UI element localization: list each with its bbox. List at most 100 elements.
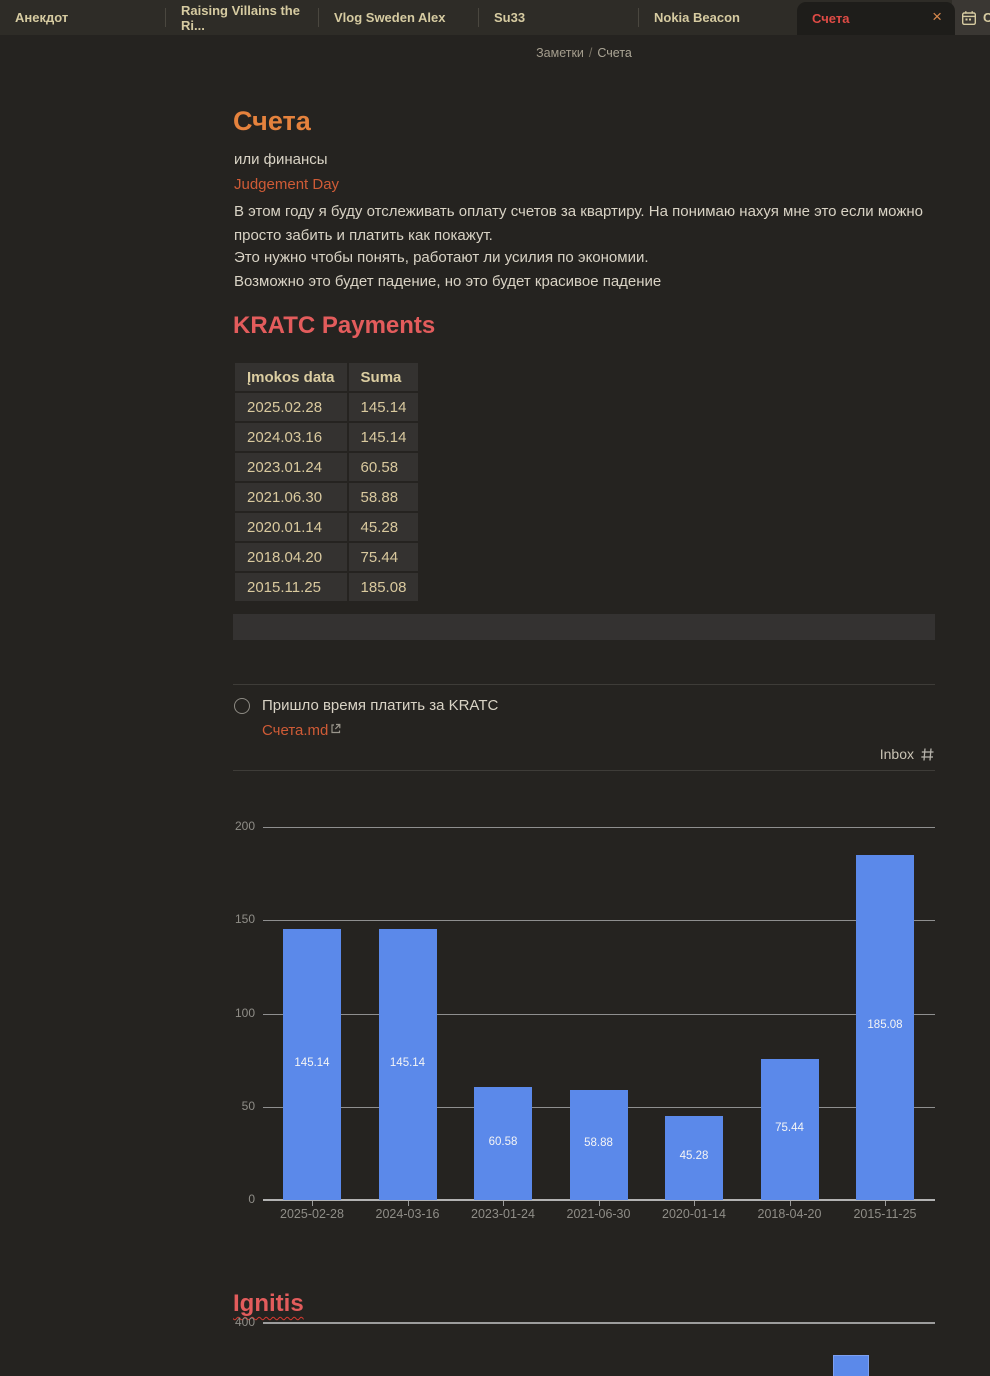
- table-row: 2021.06.30 58.88: [235, 483, 419, 511]
- x-tick-label: 2015-11-25: [853, 1207, 917, 1221]
- task-checkbox[interactable]: [234, 698, 250, 714]
- tab-label: Su33: [494, 10, 526, 25]
- tab-vlog-sweden[interactable]: Vlog Sweden Alex: [319, 0, 478, 35]
- table-cell: 2015.11.25: [235, 573, 347, 601]
- gridline: [263, 827, 935, 828]
- x-tick-label: 2024-03-16: [375, 1207, 440, 1221]
- tab-nokia-beacon[interactable]: Nokia Beacon: [639, 0, 797, 35]
- x-axis-tick: [694, 1201, 695, 1206]
- table-header-row: Įmokos data Suma: [235, 363, 419, 391]
- close-icon[interactable]: ×: [932, 7, 942, 26]
- collapsed-embed-block[interactable]: [233, 614, 935, 640]
- gridline: [263, 920, 935, 922]
- tab-daily-note-partial[interactable]: С: [955, 0, 990, 35]
- table-cell: 75.44: [348, 543, 419, 571]
- tab-scheta-active[interactable]: Счета ×: [797, 2, 955, 35]
- breadcrumb: Заметки / Счета: [233, 46, 935, 60]
- gridline: [263, 1199, 935, 1201]
- tab-label: Анекдот: [15, 10, 69, 25]
- y-tick-label: 400: [234, 1315, 255, 1329]
- table-cell: 60.58: [348, 453, 419, 481]
- gridline: [263, 1013, 935, 1015]
- x-tick-label: 2025-02-28: [280, 1207, 344, 1221]
- x-tick-label: 2021-06-30: [566, 1207, 631, 1221]
- table-header-cell: Įmokos data: [235, 363, 347, 391]
- table-cell: 185.08: [348, 573, 419, 601]
- chart-bar: [760, 1059, 819, 1200]
- x-tick-label: 2023-01-24: [471, 1207, 535, 1221]
- tab-su33[interactable]: Su33: [479, 0, 638, 35]
- bar-value-label: 45.28: [679, 1149, 709, 1162]
- bar-value-label: 145.14: [294, 1056, 330, 1069]
- table-cell: 2020.01.14: [235, 513, 347, 541]
- chart-bar: [665, 1115, 723, 1200]
- x-axis-tick: [407, 1201, 409, 1206]
- ignitis-heading: Ignitis: [233, 1290, 304, 1317]
- table-cell: 2021.06.30: [235, 483, 347, 511]
- breadcrumb-parent[interactable]: Заметки: [536, 46, 584, 60]
- breadcrumb-current[interactable]: Счета: [597, 46, 632, 60]
- external-link-icon: [330, 721, 341, 738]
- breadcrumb-separator: /: [588, 46, 593, 60]
- bar-value-label: 75.44: [775, 1121, 804, 1134]
- tab-separator: [318, 8, 319, 27]
- chart-bar: [283, 929, 341, 1200]
- note-paragraph: В этом году я буду отслеживать оплату сч…: [234, 203, 923, 244]
- table-cell: 145.14: [348, 423, 419, 451]
- inbox-tag-label[interactable]: Inbox: [879, 746, 914, 762]
- divider: [233, 770, 935, 771]
- tab-bar: Анекдот Raising Villains the Ri... Vlog …: [0, 0, 990, 35]
- table-header-cell: Suma: [348, 363, 419, 391]
- tab-raising-villains[interactable]: Raising Villains the Ri...: [166, 0, 318, 35]
- table-row: 2015.11.25 185.08: [235, 573, 419, 601]
- chart-bar: [569, 1090, 628, 1200]
- table-cell: 45.28: [348, 513, 419, 541]
- y-tick-label: 150: [234, 912, 255, 927]
- table-body: 2025.02.28 145.14 2024.03.16 145.14 2023.01.…: [235, 393, 419, 601]
- inbox-tag-row: Inbox: [233, 746, 935, 762]
- tab-label: Vlog Sweden Alex: [334, 10, 446, 25]
- calendar-icon: [961, 10, 977, 26]
- x-axis-tick: [598, 1201, 600, 1206]
- bar-value-label: 60.58: [488, 1135, 518, 1148]
- table-cell: 58.88: [348, 483, 419, 511]
- judgement-day-link[interactable]: Judgement Day: [234, 176, 340, 193]
- page-title: Счета: [233, 106, 311, 136]
- bar-value-label: 145.14: [389, 1056, 426, 1069]
- table-cell: 2024.03.16: [235, 423, 347, 451]
- task-text: Пришло время платить за KRATC: [262, 697, 499, 714]
- tab-anekdot[interactable]: Анекдот: [0, 0, 165, 35]
- note-paragraph: Возможно это будет падение, но это будет…: [234, 273, 662, 290]
- table-cell: 2018.04.20: [235, 543, 347, 571]
- x-axis-tick: [312, 1201, 313, 1206]
- y-tick-label: 100: [234, 1005, 255, 1020]
- task-source-link[interactable]: Счета.md: [262, 721, 341, 739]
- y-tick-label: 200: [234, 819, 255, 833]
- table-row: 2020.01.14 45.28: [235, 513, 419, 541]
- table-row: 2024.03.16 145.14: [235, 423, 419, 451]
- hash-grid-icon: [920, 747, 935, 762]
- tab-label: Raising Villains the Ri...: [181, 2, 300, 33]
- y-tick-label: 50: [241, 1098, 255, 1113]
- gridline: [263, 1322, 935, 1324]
- x-tick-label: 2018-04-20: [757, 1207, 822, 1221]
- note-paragraph: Это нужно чтобы понять, работают ли усил…: [234, 249, 649, 266]
- tab-separator: [638, 8, 639, 27]
- table-row: 2025.02.28 145.14: [235, 393, 419, 421]
- tab-label: Счета: [812, 11, 850, 26]
- tab-strip-right-zone: [952, 0, 990, 35]
- table-cell: 2025.02.28: [235, 393, 347, 421]
- kratc-payments-table: Įmokos data Suma 2025.02.28 145.14 2024.03.…: [233, 361, 420, 603]
- tab-label: Nokia Beacon: [654, 10, 740, 25]
- tab-label: С: [983, 10, 990, 25]
- tab-separator: [165, 8, 166, 27]
- chart-bar: [378, 929, 437, 1200]
- x-axis-tick: [789, 1201, 791, 1206]
- chart-bar: [474, 1087, 532, 1200]
- table-row: 2018.04.20 75.44: [235, 543, 419, 571]
- table-row: 2023.01.24 60.58: [235, 453, 419, 481]
- x-tick-label: 2020-01-14: [662, 1207, 726, 1221]
- chart-bar-partial: [833, 1355, 869, 1376]
- table-cell: 2023.01.24: [235, 453, 347, 481]
